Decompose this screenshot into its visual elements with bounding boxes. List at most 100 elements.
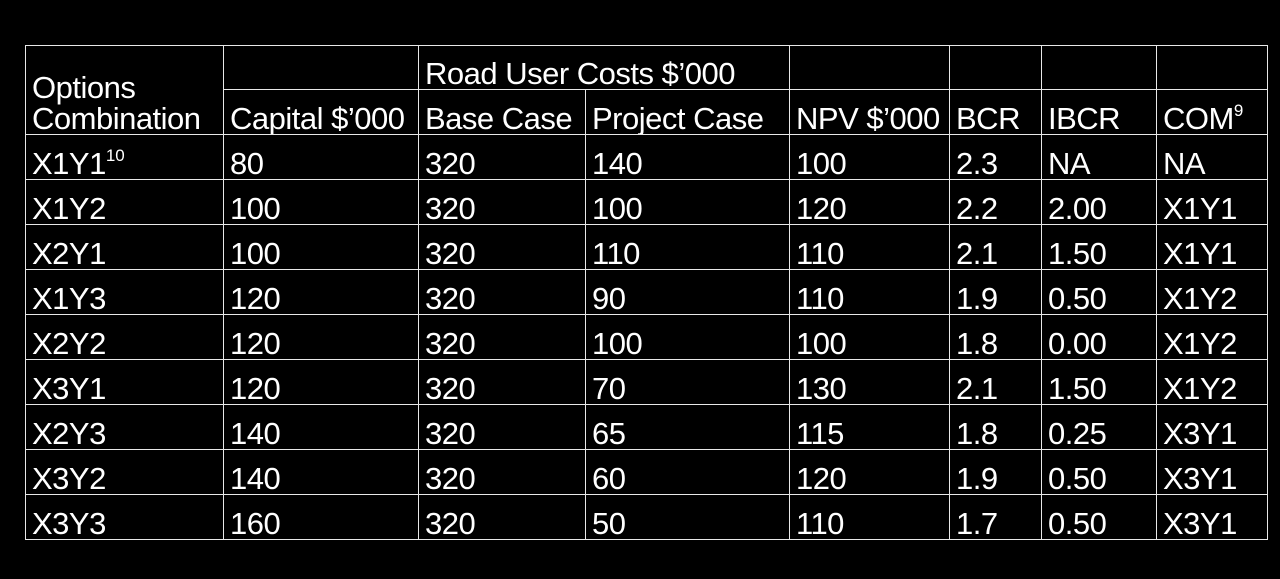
com-cell: X1Y2 <box>1156 359 1268 405</box>
com-cell: X3Y1 <box>1156 494 1268 540</box>
ibcr-cell: 0.50 <box>1041 494 1157 540</box>
option-label: X1Y3 <box>32 281 106 315</box>
bcr-cell: 1.8 <box>949 314 1042 360</box>
base-case-cell: 320 <box>418 494 586 540</box>
option-label: X2Y3 <box>32 416 106 450</box>
project-case-cell: 140 <box>585 134 790 180</box>
header-com: COM9 <box>1156 89 1268 135</box>
option-label: X3Y2 <box>32 461 106 495</box>
option-label: X2Y1 <box>32 236 106 270</box>
bcr-cell: 2.1 <box>949 224 1042 270</box>
project-case-cell: 110 <box>585 224 790 270</box>
npv-cell: 110 <box>789 269 950 315</box>
header-road-user-costs: Road User Costs $’000 <box>418 45 790 90</box>
project-case-cell: 90 <box>585 269 790 315</box>
option-label: X1Y1 <box>32 146 106 180</box>
header-com-footnote: 9 <box>1233 101 1244 120</box>
bcr-cell: 1.8 <box>949 404 1042 450</box>
table-row: X2Y2 120 320 100 100 1.8 0.00 X1Y2 <box>25 314 1268 360</box>
com-cell: X1Y1 <box>1156 224 1268 270</box>
capital-cell: 100 <box>223 224 419 270</box>
option-cell: X3Y1 <box>25 359 224 405</box>
base-case-cell: 320 <box>418 224 586 270</box>
npv-cell: 110 <box>789 494 950 540</box>
bcr-cell: 1.9 <box>949 269 1042 315</box>
capital-cell: 160 <box>223 494 419 540</box>
table-row: X1Y2 100 320 100 120 2.2 2.00 X1Y1 <box>25 179 1268 225</box>
table-row: X2Y3 140 320 65 115 1.8 0.25 X3Y1 <box>25 404 1268 450</box>
ibcr-cell: 0.25 <box>1041 404 1157 450</box>
npv-cell: 115 <box>789 404 950 450</box>
project-case-cell: 70 <box>585 359 790 405</box>
header-empty-cell <box>223 45 419 90</box>
header-row-group: Options Combination Road User Costs $’000 <box>25 45 1268 135</box>
options-combination-table: Options Combination Road User Costs $’000… <box>25 45 1268 540</box>
capital-cell: 100 <box>223 179 419 225</box>
option-cell: X1Y110 <box>25 134 224 180</box>
header-empty-cell <box>789 45 950 90</box>
header-base-case: Base Case <box>418 89 586 135</box>
header-empty-cell <box>1041 45 1157 90</box>
ibcr-cell: 0.00 <box>1041 314 1157 360</box>
project-case-cell: 100 <box>585 179 790 225</box>
npv-cell: 130 <box>789 359 950 405</box>
option-label: X3Y1 <box>32 371 106 405</box>
header-options-combination: Options Combination <box>25 45 224 135</box>
option-footnote: 10 <box>105 146 125 165</box>
header-project-case: Project Case <box>585 89 790 135</box>
option-label: X3Y3 <box>32 506 106 540</box>
npv-cell: 120 <box>789 179 950 225</box>
base-case-cell: 320 <box>418 134 586 180</box>
table-row: X3Y2 140 320 60 120 1.9 0.50 X3Y1 <box>25 449 1268 495</box>
option-cell: X3Y3 <box>25 494 224 540</box>
com-cell: NA <box>1156 134 1268 180</box>
table-row: X2Y1 100 320 110 110 2.1 1.50 X1Y1 <box>25 224 1268 270</box>
npv-cell: 100 <box>789 314 950 360</box>
header-options-line1: Options <box>32 70 136 105</box>
base-case-cell: 320 <box>418 179 586 225</box>
capital-cell: 140 <box>223 404 419 450</box>
table-body: Options Combination Road User Costs $’000… <box>25 45 1268 540</box>
option-cell: X1Y2 <box>25 179 224 225</box>
option-label: X1Y2 <box>32 191 106 225</box>
npv-cell: 110 <box>789 224 950 270</box>
bcr-cell: 1.7 <box>949 494 1042 540</box>
com-cell: X1Y1 <box>1156 179 1268 225</box>
capital-cell: 120 <box>223 359 419 405</box>
base-case-cell: 320 <box>418 449 586 495</box>
capital-cell: 80 <box>223 134 419 180</box>
project-case-cell: 60 <box>585 449 790 495</box>
header-empty-cell <box>949 45 1042 90</box>
com-cell: X1Y2 <box>1156 314 1268 360</box>
project-case-cell: 50 <box>585 494 790 540</box>
bcr-cell: 2.1 <box>949 359 1042 405</box>
header-options-line2: Combination <box>32 101 201 135</box>
option-cell: X2Y2 <box>25 314 224 360</box>
header-empty-cell <box>1156 45 1268 90</box>
npv-cell: 120 <box>789 449 950 495</box>
com-cell: X3Y1 <box>1156 449 1268 495</box>
table-row: X3Y3 160 320 50 110 1.7 0.50 X3Y1 <box>25 494 1268 540</box>
base-case-cell: 320 <box>418 269 586 315</box>
project-case-cell: 100 <box>585 314 790 360</box>
option-label: X2Y2 <box>32 326 106 360</box>
bcr-cell: 2.2 <box>949 179 1042 225</box>
ibcr-cell: NA <box>1041 134 1157 180</box>
ibcr-cell: 1.50 <box>1041 224 1157 270</box>
header-capital: Capital $’000 <box>223 89 419 135</box>
header-ibcr: IBCR <box>1041 89 1157 135</box>
option-cell: X2Y1 <box>25 224 224 270</box>
header-npv: NPV $’000 <box>789 89 950 135</box>
option-cell: X1Y3 <box>25 269 224 315</box>
bcr-cell: 2.3 <box>949 134 1042 180</box>
ibcr-cell: 2.00 <box>1041 179 1157 225</box>
base-case-cell: 320 <box>418 359 586 405</box>
header-com-label: COM <box>1163 101 1234 135</box>
com-cell: X3Y1 <box>1156 404 1268 450</box>
table-row: X1Y3 120 320 90 110 1.9 0.50 X1Y2 <box>25 269 1268 315</box>
ibcr-cell: 1.50 <box>1041 359 1157 405</box>
ibcr-cell: 0.50 <box>1041 449 1157 495</box>
header-bcr: BCR <box>949 89 1042 135</box>
base-case-cell: 320 <box>418 314 586 360</box>
table-row: X3Y1 120 320 70 130 2.1 1.50 X1Y2 <box>25 359 1268 405</box>
